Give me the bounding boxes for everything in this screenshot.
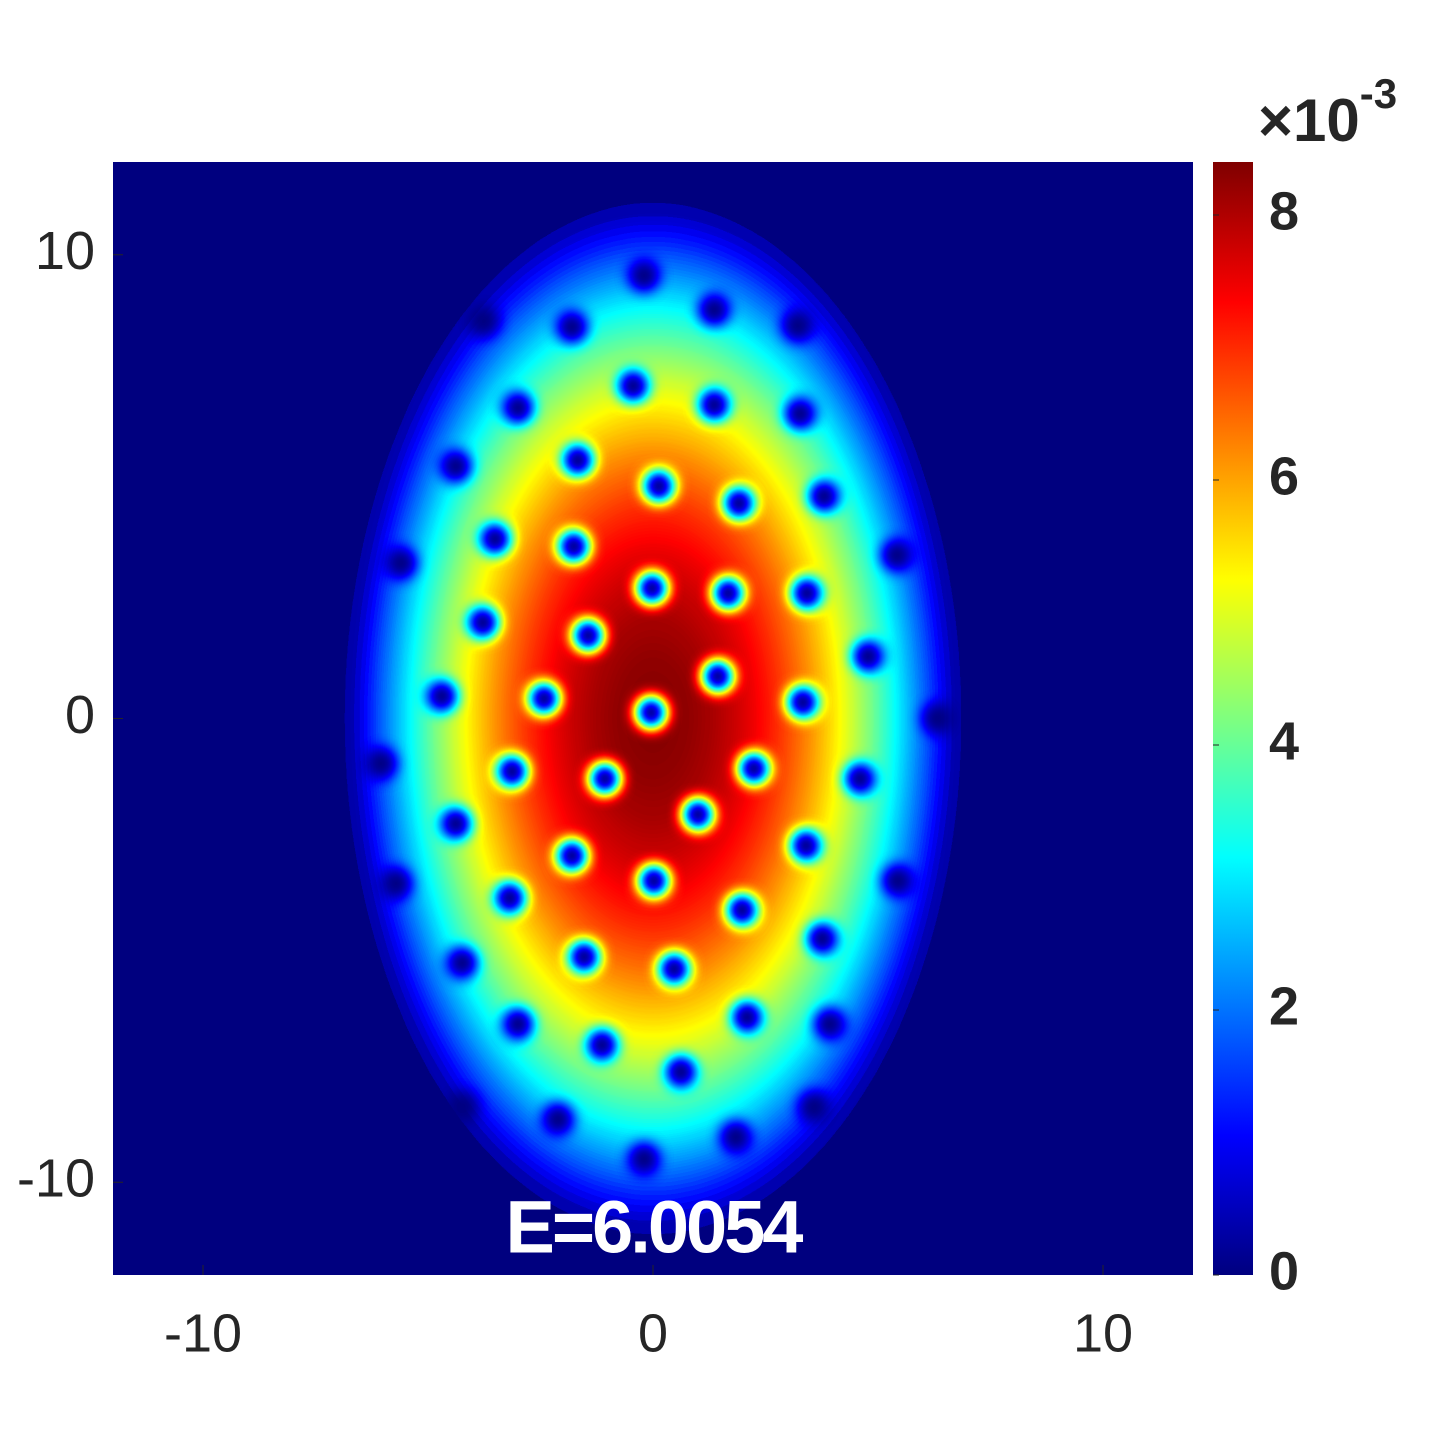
vortex (814, 1007, 846, 1041)
vortex (628, 1142, 660, 1176)
multiplier: ×10 (1258, 87, 1360, 154)
vortex (542, 1102, 574, 1136)
vortex (568, 940, 600, 974)
vortex (726, 893, 758, 927)
vortex (494, 881, 526, 915)
vortex (787, 686, 819, 719)
vortex (881, 539, 913, 572)
vortex (702, 660, 734, 693)
vortex (586, 1028, 618, 1062)
vortex (440, 807, 472, 841)
exponent: -3 (1360, 70, 1397, 117)
vortex (790, 829, 822, 862)
vortex (712, 577, 744, 610)
vortex (636, 571, 668, 605)
annotation: E=6.0054 (506, 1186, 804, 1269)
vortex (562, 443, 594, 477)
colorbar-tick-label: 0 (1269, 1241, 1299, 1301)
vortex (502, 1007, 534, 1041)
colorbar-tick-label: 6 (1269, 446, 1299, 506)
y-tick-label: -10 (17, 1149, 95, 1209)
vortex (556, 310, 588, 344)
vortex (698, 293, 730, 327)
colorbar-tick-label: 8 (1269, 181, 1299, 241)
vortex (556, 839, 588, 873)
vortex (784, 397, 816, 431)
vortex (446, 946, 478, 980)
colorbar-gradient (1213, 162, 1253, 1275)
x-tick-label: 10 (1073, 1303, 1133, 1363)
vortex (628, 259, 660, 292)
vortex (468, 304, 500, 338)
vortex (682, 798, 714, 831)
vortex (589, 762, 621, 796)
vortex (723, 487, 755, 520)
vortex (882, 864, 914, 898)
vortex (467, 606, 499, 639)
vortex (528, 682, 560, 715)
vortex (852, 640, 884, 673)
vortex (617, 369, 649, 403)
vortex (426, 680, 458, 713)
y-tick-label: 10 (35, 221, 95, 281)
vortex (791, 577, 823, 610)
vortex (658, 952, 690, 986)
vortex (496, 755, 528, 788)
vortex (738, 752, 770, 785)
colorbar (1213, 162, 1253, 1275)
vortex (479, 522, 511, 556)
vortex (720, 1121, 752, 1154)
vortex (385, 546, 417, 580)
vortex (798, 1090, 830, 1124)
vortex (440, 449, 472, 483)
colorbar-tick-label: 4 (1269, 711, 1299, 771)
colorbar-tick-label: 2 (1269, 976, 1299, 1036)
vortex (380, 867, 412, 900)
vortex (638, 864, 670, 898)
vortex (502, 391, 534, 425)
vortex (698, 388, 730, 422)
y-tick-label: 0 (65, 685, 95, 745)
vortex (844, 762, 876, 796)
x-tick-label: 0 (638, 1303, 668, 1363)
vortex (731, 1000, 763, 1034)
vortex (365, 747, 397, 780)
colorbar-multiplier: ×10-3 (1258, 70, 1397, 154)
vortex (782, 309, 814, 342)
vortex (643, 469, 675, 503)
vortex (808, 480, 840, 513)
vortex (446, 1090, 478, 1124)
vortex (558, 530, 590, 563)
vortex (806, 922, 838, 956)
x-tick-label: -10 (164, 1303, 242, 1363)
vortex (635, 696, 667, 729)
vortex (922, 702, 954, 735)
density-field (113, 162, 1193, 1275)
vortex (665, 1055, 697, 1089)
vortex (572, 619, 604, 652)
